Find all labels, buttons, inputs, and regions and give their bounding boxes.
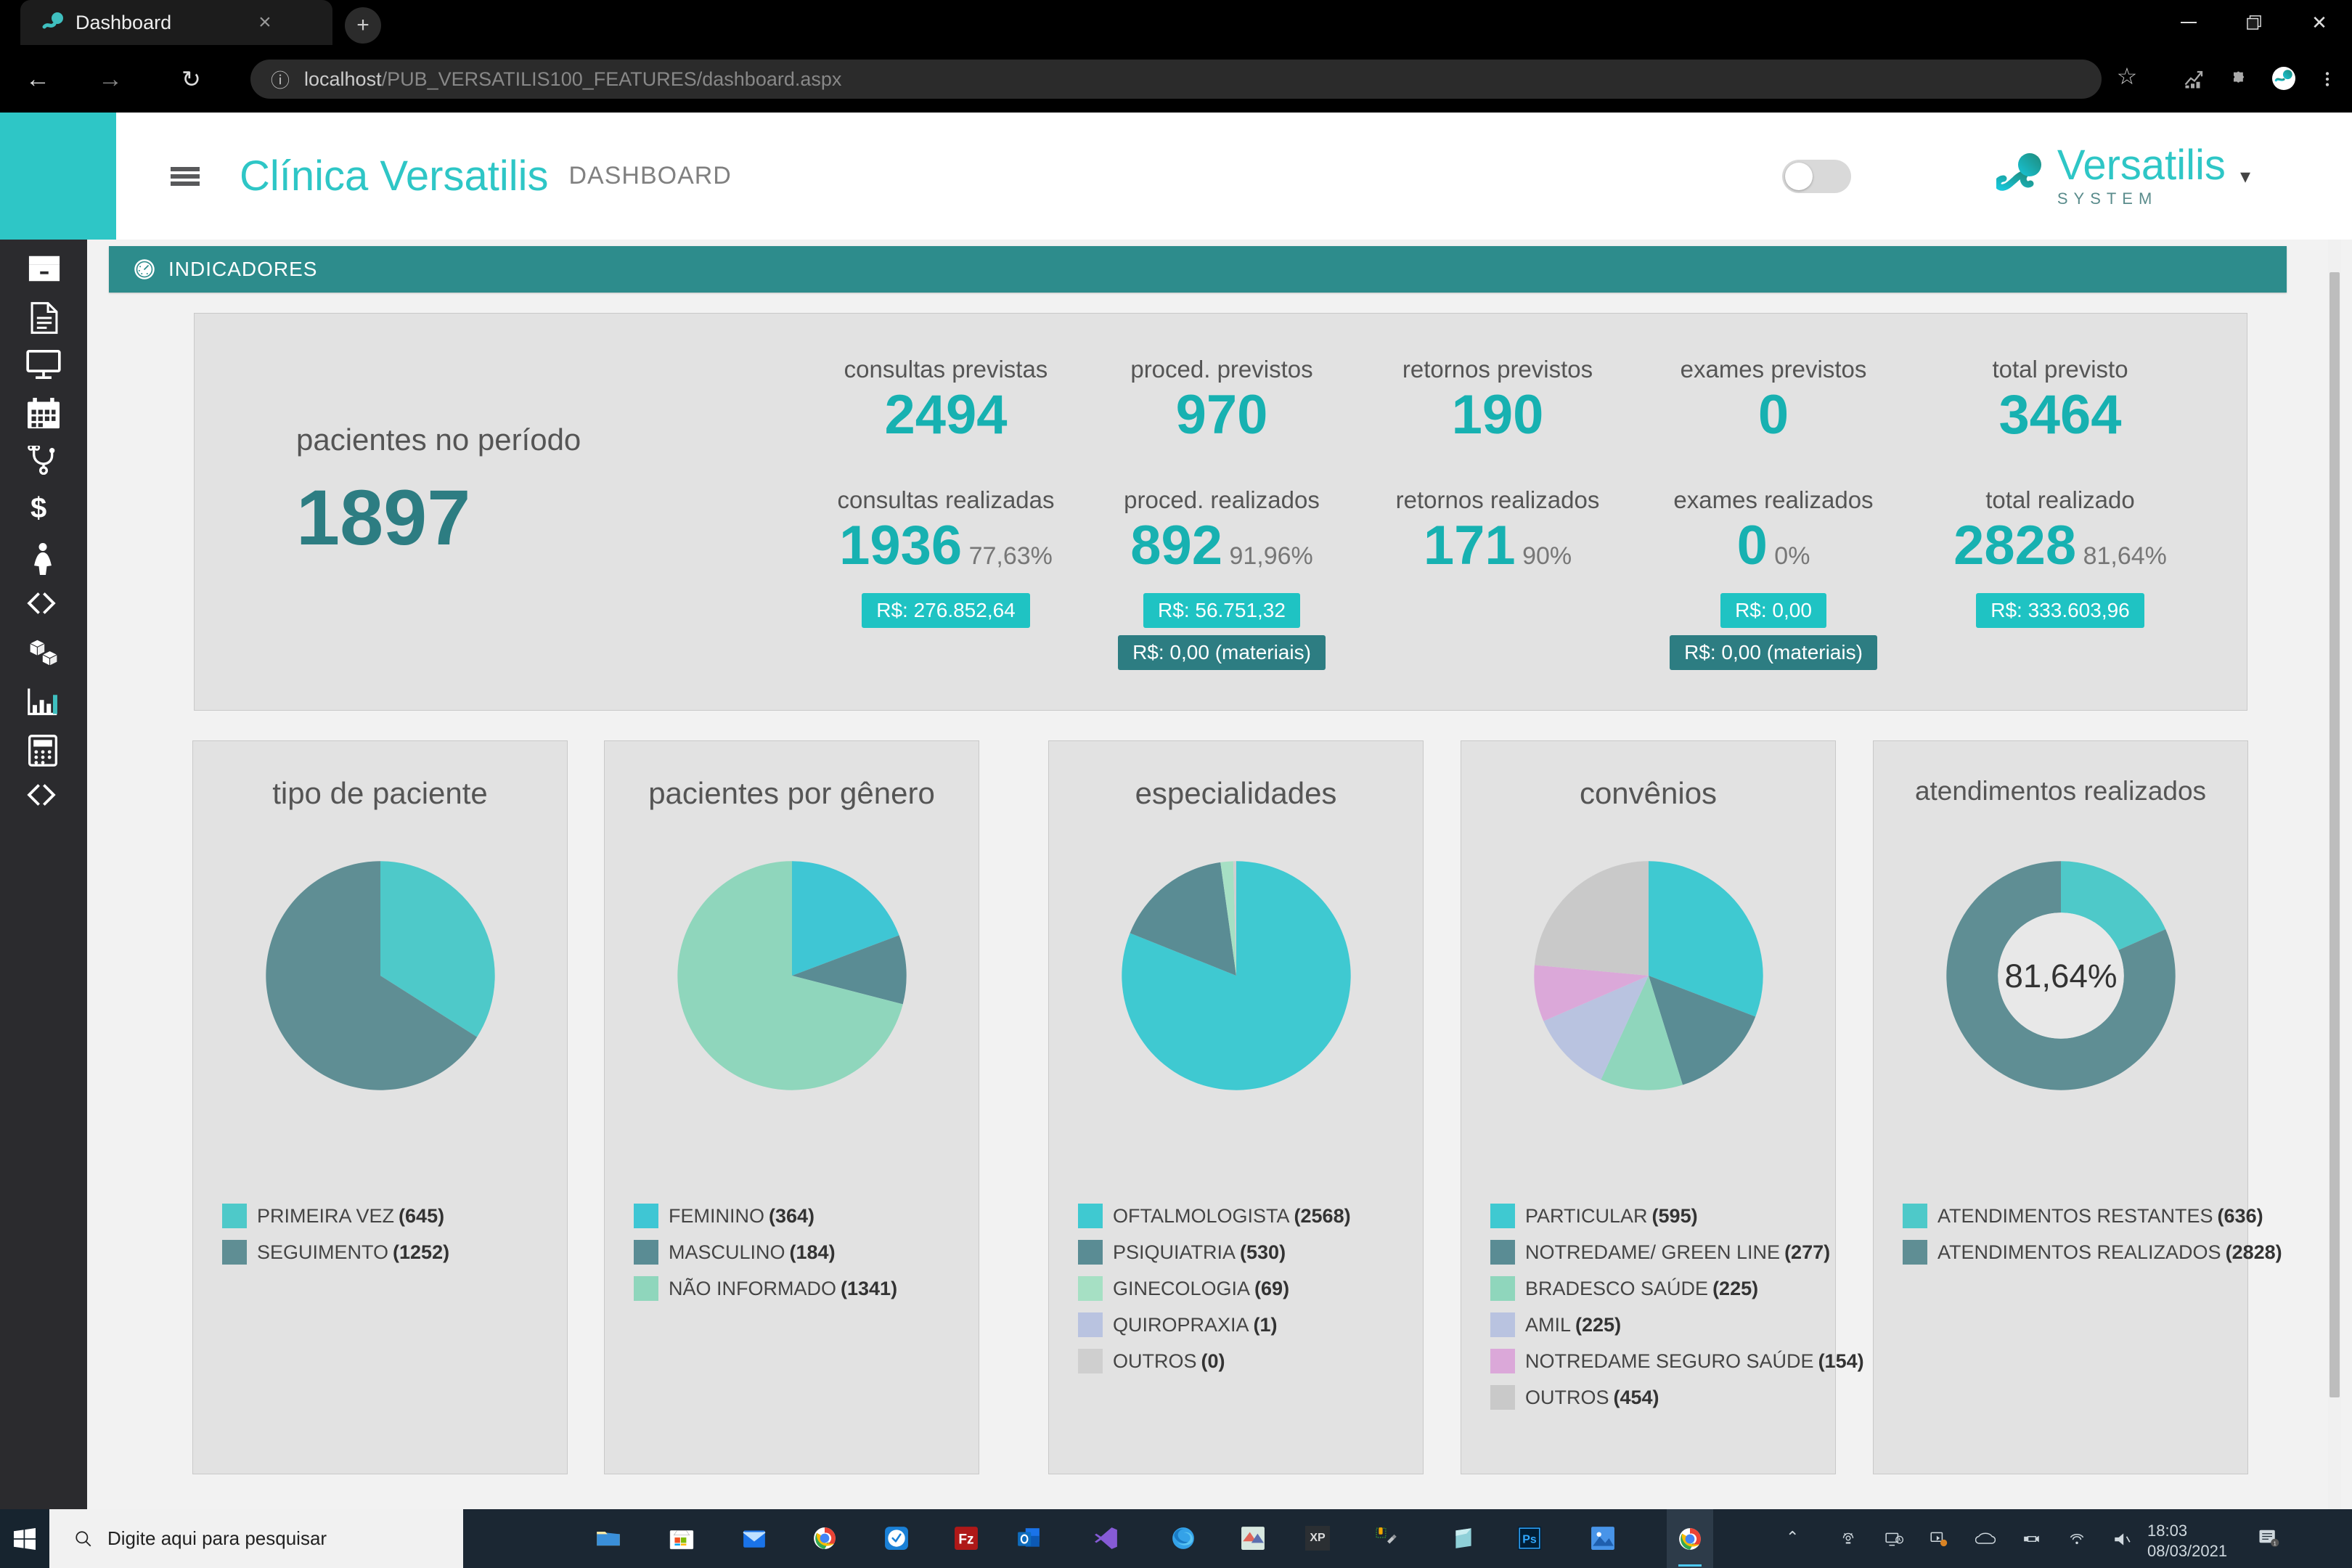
svg-text:81,64%: 81,64%: [2004, 957, 2117, 995]
svg-text:1: 1: [2274, 1540, 2277, 1546]
